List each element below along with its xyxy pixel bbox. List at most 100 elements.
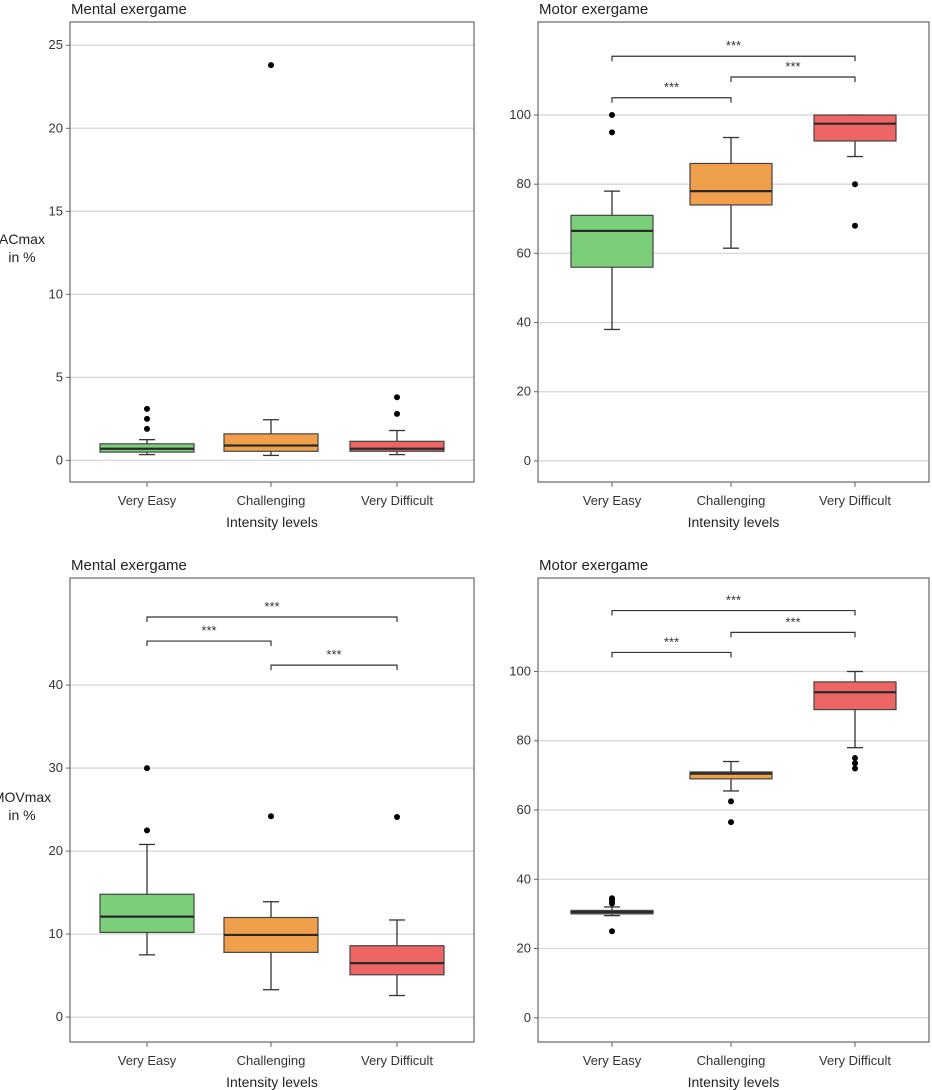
plot-frame (69, 577, 475, 1043)
x-axis-label: Intensity levels (226, 1074, 318, 1090)
x-tick-label: Very Easy (583, 1053, 642, 1068)
panel-1: Mental exergame 0 5 10 15 20 25 Very Easy Challe… (0, 1, 475, 530)
box-challenging (689, 771, 773, 780)
significance-label: *** (326, 647, 341, 662)
outlier-point (394, 814, 400, 821)
y-tick-label: 80 (517, 733, 531, 748)
panel-title: Mental exergame (71, 1, 187, 18)
panel-3: Mental exergame 0 10 20 30 40 Very Easy Challen… (0, 557, 475, 1090)
panel-title: Motor exergame (539, 557, 648, 574)
panel-2: Motor exergame 0 20 40 60 80 100 Very Easy Chall… (509, 1, 930, 530)
plot-frame (537, 21, 930, 483)
box-very-difficult (813, 681, 897, 711)
outlier-point (144, 405, 150, 412)
y-tick-label: 60 (517, 802, 531, 817)
box-challenging (689, 162, 773, 206)
significance-label: *** (785, 59, 800, 74)
y-tick-label: 80 (517, 176, 531, 191)
plot-frame (69, 21, 475, 483)
y-tick-label: 0 (524, 1010, 531, 1025)
outlier-point (144, 415, 150, 422)
x-tick-label: Challenging (697, 493, 766, 508)
y-tick-label: 100 (509, 107, 531, 122)
x-axis-label: Intensity levels (688, 514, 780, 530)
y-tick-label: 100 (509, 663, 531, 678)
significance-label: *** (664, 634, 679, 649)
significance-bracket (146, 640, 272, 647)
significance-label: *** (726, 593, 741, 608)
y-tick-label: 10 (49, 926, 63, 941)
outlier-point (144, 425, 150, 432)
x-tick-label: Very Easy (118, 493, 177, 508)
x-tick-label: Very Easy (583, 493, 642, 508)
significance-bracket (611, 97, 732, 103)
y-tick-label: 25 (49, 37, 63, 52)
x-axis-label: Intensity levels (688, 1074, 780, 1090)
panel-4: Motor exergame 0 20 40 60 80 100 Very Easy Chall… (509, 557, 930, 1090)
outlier-point (268, 813, 274, 820)
y-axis-label: ACmax (0, 231, 45, 247)
significance-label: *** (201, 623, 216, 638)
y-tick-label: 5 (56, 369, 63, 384)
box-very-easy (570, 214, 654, 268)
y-tick-label: 15 (49, 203, 63, 218)
y-tick-label: 0 (56, 452, 63, 467)
box-very-difficult (349, 440, 445, 452)
significance-bracket (270, 664, 398, 671)
significance-label: *** (785, 614, 800, 629)
box-very-easy (99, 893, 195, 934)
y-tick-label: 0 (524, 453, 531, 468)
y-tick-label: 40 (49, 677, 63, 692)
x-tick-label: Very Difficult (819, 493, 891, 508)
y-axis-label: MOVmax (0, 789, 51, 805)
outlier-point (609, 928, 615, 935)
significance-bracket (146, 616, 398, 623)
x-tick-label: Very Easy (118, 1053, 177, 1068)
x-tick-label: Challenging (237, 493, 306, 508)
outlier-point (394, 394, 400, 401)
y-tick-label: 20 (49, 120, 63, 135)
significance-bracket (611, 55, 856, 62)
outlier-point (852, 760, 858, 767)
plot-frame (537, 577, 930, 1043)
outlier-point (852, 181, 858, 188)
significance-bracket (730, 631, 856, 638)
y-tick-label: 20 (517, 384, 531, 399)
outlier-point (852, 755, 858, 762)
panel-title: Motor exergame (539, 1, 648, 18)
outlier-point (852, 765, 858, 772)
significance-label: *** (664, 80, 679, 95)
outlier-point (728, 819, 734, 826)
y-tick-label: 40 (517, 871, 531, 886)
y-tick-label: 0 (56, 1009, 63, 1024)
box-very-difficult (813, 114, 897, 142)
significance-label: *** (726, 38, 741, 53)
outlier-point (144, 765, 150, 772)
x-tick-label: Challenging (237, 1053, 306, 1068)
outlier-point (609, 129, 615, 136)
y-tick-label: 40 (517, 315, 531, 330)
outlier-point (268, 62, 274, 69)
x-tick-label: Very Difficult (361, 1053, 433, 1068)
significance-bracket (611, 651, 732, 658)
x-tick-label: Very Difficult (819, 1053, 891, 1068)
y-tick-label: 60 (517, 245, 531, 260)
outlier-point (394, 410, 400, 417)
y-tick-label: 10 (49, 286, 63, 301)
panel-title: Mental exergame (71, 557, 187, 574)
x-tick-label: Very Difficult (361, 493, 433, 508)
significance-label: *** (264, 599, 279, 614)
significance-bracket (730, 76, 856, 82)
outlier-point (609, 895, 615, 902)
y-axis-label: in % (8, 807, 35, 823)
y-tick-label: 20 (517, 941, 531, 956)
box-very-difficult (349, 945, 445, 976)
significance-bracket (611, 609, 856, 616)
outlier-point (144, 827, 150, 834)
outlier-point (609, 112, 615, 119)
outlier-point (728, 798, 734, 805)
outlier-point (852, 222, 858, 229)
y-tick-label: 20 (49, 843, 63, 858)
y-tick-label: 30 (49, 760, 63, 775)
